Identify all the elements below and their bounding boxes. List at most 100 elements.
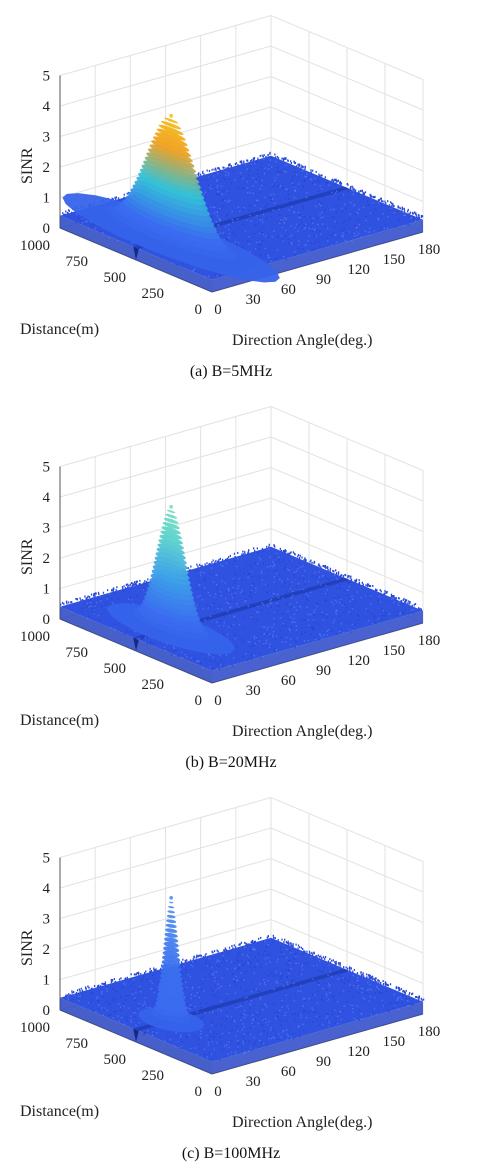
x-tick-label: 90 (316, 272, 331, 288)
y-tick-label: 0 (195, 1084, 203, 1100)
tick-labels: 0 1 2 3 4 5 0 30 60 90 120 150 180 0 250 500 750 1000 (20, 851, 440, 1101)
z-tick-label: 2 (43, 942, 51, 958)
peak-slice (167, 910, 175, 914)
z-gridline (59, 497, 424, 563)
peak-slice (166, 914, 176, 919)
peak-slice (161, 526, 181, 535)
z-tick-label: 4 (43, 490, 51, 506)
tick-labels: 0 1 2 3 4 5 0 30 60 90 120 150 180 0 250 500 750 1000 (20, 460, 440, 710)
x-tick-label: 60 (281, 1064, 296, 1080)
peak-slice (164, 937, 179, 943)
peak-slice (146, 152, 197, 173)
peak-slice (167, 509, 176, 514)
y-axis-label: Distance(m) (20, 321, 99, 338)
z-tick-label: 5 (43, 851, 51, 867)
peak-slice (164, 932, 178, 938)
peak-slice (159, 534, 183, 545)
x-tick-label: 180 (418, 242, 441, 258)
distance-dip-notch (133, 246, 139, 260)
x-tick-label: 120 (347, 1044, 370, 1060)
y-tick-label: 0 (195, 693, 203, 709)
peak-slice (166, 919, 177, 924)
sinr-peak (62, 114, 280, 283)
peak-slice (155, 552, 187, 565)
z-axis-label: SINR (19, 538, 36, 575)
sinr-peak (107, 505, 235, 655)
peak-slice (161, 121, 182, 130)
z-axis-label: SINR (19, 147, 36, 184)
y-tick-label: 500 (104, 270, 127, 286)
peak-apex (169, 114, 173, 118)
x-tick-label: 90 (316, 1054, 331, 1070)
x-tick-label: 150 (383, 252, 406, 268)
x-tick-label: 30 (246, 1074, 261, 1090)
z-tick-label: 3 (43, 521, 51, 537)
peak-slice (152, 136, 190, 152)
x-tick-label: 30 (246, 683, 261, 699)
peak-slice (168, 906, 175, 909)
peak-slice (147, 148, 195, 168)
x-tick-label: 60 (281, 282, 296, 298)
z-gridline (59, 405, 424, 471)
peak-slice (164, 117, 179, 124)
x-tick-label: 150 (383, 643, 406, 659)
peak-slice (154, 556, 188, 570)
x-tick-label: 180 (418, 1024, 441, 1040)
x-tick-label: 180 (418, 633, 441, 649)
surface-front-edge (212, 1001, 423, 1074)
z-tick-label: 4 (43, 881, 51, 897)
peak-apex (169, 896, 173, 900)
x-tick-label: 150 (383, 1034, 406, 1050)
peak-slice (162, 522, 180, 529)
panel-caption: (b) B=20MHz (185, 754, 276, 771)
z-tick-label: 0 (43, 612, 51, 628)
z-gridline (59, 436, 424, 502)
z-tick-label: 3 (43, 130, 51, 146)
x-tick-label: 120 (347, 653, 370, 669)
panel-caption: (a) B=5MHz (190, 363, 272, 380)
surface-front-edge (212, 610, 423, 683)
y-axis-label: Distance(m) (20, 1103, 99, 1120)
z-tick-label: 1 (43, 973, 51, 989)
peak-slice (156, 128, 186, 141)
peak-slice (157, 543, 185, 555)
peak-slice (144, 156, 198, 179)
y-tick-label: 0 (195, 302, 203, 318)
z-tick-label: 1 (43, 582, 51, 598)
z-gridline (59, 796, 424, 862)
peak-slice (163, 517, 179, 524)
z-axis-label: SINR (19, 929, 36, 966)
peak-slice (149, 144, 193, 163)
y-tick-label: 1000 (20, 629, 50, 645)
peak-slice (163, 946, 180, 953)
peak-slice (152, 565, 190, 580)
chart-panel-b: 0 1 2 3 4 5 0 30 60 90 120 150 180 0 250 500 750 1000 SINR… (0, 391, 491, 782)
x-tick-label: 60 (281, 673, 296, 689)
peak-slice (165, 513, 178, 519)
y-tick-label: 1000 (20, 238, 50, 254)
y-tick-label: 750 (66, 1036, 89, 1052)
z-tick-label: 0 (43, 1003, 51, 1019)
y-tick-label: 250 (142, 286, 165, 302)
tick-labels: 0 1 2 3 4 5 0 30 60 90 120 150 180 0 250 500 750 1000 (20, 69, 440, 319)
y-axis-label: Distance(m) (20, 712, 99, 729)
y-tick-label: 250 (142, 677, 165, 693)
y-tick-label: 500 (104, 661, 127, 677)
y-tick-label: 750 (66, 254, 89, 270)
z-tick-label: 4 (43, 99, 51, 115)
peak-slice (153, 560, 189, 575)
panel-caption: (c) B=100MHz (182, 1145, 280, 1162)
peak-slice (158, 124, 184, 135)
z-tick-label: 0 (43, 221, 51, 237)
sinr-peak (138, 896, 204, 1033)
x-axis-label: Direction Angle(deg.) (232, 723, 372, 740)
peak-slice (156, 547, 186, 560)
y-tick-label: 750 (66, 645, 89, 661)
surface-plot-c: 0 1 2 3 4 5 0 30 60 90 120 150 180 0 250 500 750 1000 SINR… (19, 796, 440, 1162)
x-tick-label: 120 (347, 262, 370, 278)
x-axis-label: Direction Angle(deg.) (232, 1114, 372, 1131)
surface-edge-noise (60, 543, 422, 611)
z-tick-label: 3 (43, 912, 51, 928)
z-tick-label: 2 (43, 551, 51, 567)
